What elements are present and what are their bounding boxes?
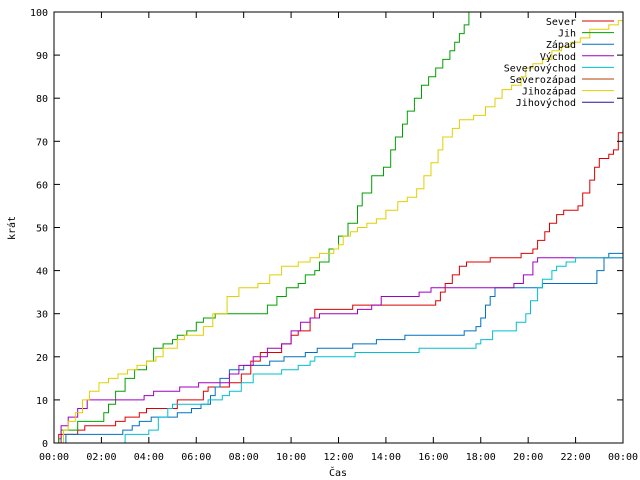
- y-tick-label: 80: [36, 94, 48, 105]
- y-tick-label: 0: [42, 439, 48, 450]
- legend-label: Sever: [546, 17, 576, 28]
- x-tick-label: 10:00: [276, 452, 306, 463]
- series-line-1: [56, 114, 623, 443]
- y-tick-label: 50: [36, 224, 48, 235]
- legend-label: Jihovýchod: [516, 97, 576, 109]
- axis-layer: 0 10 20 30 40 50 60 70 80 90 100 00:00 02:00 04:00 06:…: [30, 8, 638, 463]
- x-tick-label: 00:00: [608, 452, 638, 463]
- x-tick-label: 02:00: [86, 452, 116, 463]
- x-tick-label: 20:00: [513, 452, 543, 463]
- y-tick-label: 60: [36, 180, 48, 191]
- legend-label: Severovýchod: [504, 62, 576, 74]
- x-tick-label: 14:00: [371, 452, 401, 463]
- series-layer: [56, 12, 623, 443]
- y-tick-label: 40: [36, 267, 48, 278]
- x-tick-label: 06:00: [181, 452, 211, 463]
- y-axis-label: krát: [6, 216, 18, 240]
- x-tick-label: 12:00: [323, 452, 353, 463]
- x-tick-label: 22:00: [561, 452, 591, 463]
- x-tick-label: 16:00: [418, 452, 448, 463]
- series-line-7: [58, 20, 623, 443]
- x-tick-label: 04:00: [134, 452, 164, 463]
- y-tick-label: 10: [36, 396, 48, 407]
- y-tick-label: 100: [30, 8, 48, 19]
- x-axis-label: Čas: [329, 466, 347, 479]
- y-tick-label: 90: [36, 51, 48, 62]
- y-tick-label: 70: [36, 137, 48, 148]
- series-line-3: [56, 248, 623, 443]
- series-line-5: [120, 257, 623, 443]
- y-tick-label: 30: [36, 310, 48, 321]
- x-tick-label: 08:00: [229, 452, 259, 463]
- x-tick-label: 00:00: [39, 452, 69, 463]
- legend: SeverJihZápadVýchodSeverovýchodSeverozáp…: [504, 17, 614, 109]
- legend-label: Severozápad: [510, 74, 576, 86]
- x-tick-label: 18:00: [466, 452, 496, 463]
- series-line-2: [56, 12, 470, 443]
- legend-label: Západ: [546, 39, 576, 51]
- y-tick-label: 20: [36, 353, 48, 364]
- legend-label: Jih: [558, 29, 576, 40]
- legend-label: Východ: [540, 51, 576, 63]
- series-line-4: [56, 257, 623, 443]
- legend-label: Jihozápad: [522, 86, 576, 98]
